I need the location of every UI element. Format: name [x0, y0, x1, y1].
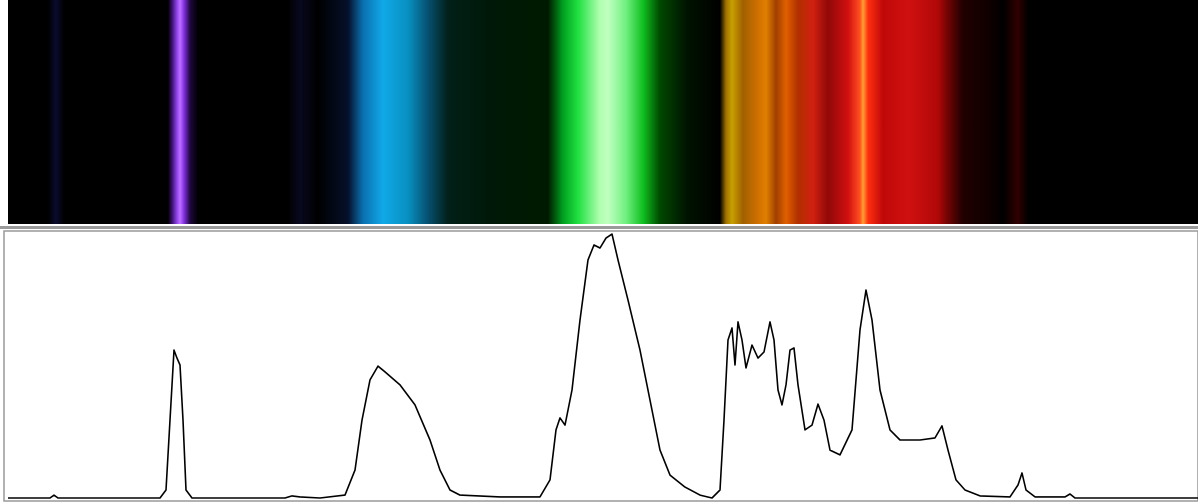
spectrum-viewer — [0, 0, 1198, 502]
plot-frame — [4, 231, 1198, 501]
chart — [0, 0, 1198, 502]
